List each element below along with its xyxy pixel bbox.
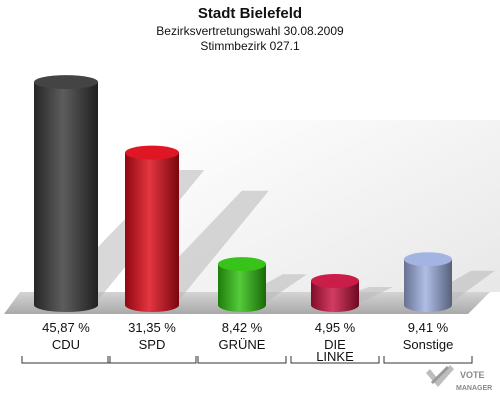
value-label: 45,87 % <box>42 320 90 335</box>
bar-top <box>125 145 179 160</box>
value-label: 31,35 % <box>128 320 176 335</box>
bar-grüne <box>218 257 266 312</box>
brand-line-1: VOTE <box>460 370 485 380</box>
checkmark-x-icon <box>426 365 454 387</box>
chart-title: Stadt Bielefeld <box>198 5 302 22</box>
value-label: 9,41 % <box>408 320 449 335</box>
bar-die-linke <box>311 273 359 312</box>
chart-subtitle-2: Stimmbezirk 027.1 <box>200 39 300 53</box>
chart-subtitle: Bezirksvertretungswahl 30.08.2009 <box>156 24 344 38</box>
bar-sonstige <box>404 252 452 312</box>
category-bracket <box>197 356 287 364</box>
category-label: GRÜNE <box>219 337 266 352</box>
category-bracket <box>290 356 380 364</box>
bar-body <box>311 280 359 312</box>
category-bracket <box>107 356 197 364</box>
category-bracket <box>21 356 111 364</box>
category-brackets <box>21 356 473 364</box>
bar-body <box>125 152 179 312</box>
category-label: SPD <box>139 337 166 352</box>
chart-background-wall <box>160 120 500 292</box>
bar-top <box>404 252 452 267</box>
category-bracket <box>383 356 473 364</box>
bar-top <box>34 75 98 90</box>
bar-series <box>34 75 452 312</box>
category-label: CDU <box>52 337 80 352</box>
bar-body <box>404 259 452 312</box>
value-label: 8,42 % <box>222 320 263 335</box>
bar-top <box>311 273 359 288</box>
bar-body <box>34 82 98 312</box>
brand-line-2: MANAGER <box>456 385 492 392</box>
value-label: 4,95 % <box>315 320 356 335</box>
value-labels: 45,87 % 31,35 % 8,42 % 4,95 % 9,41 % <box>42 320 449 335</box>
bar-top <box>218 257 266 272</box>
category-label: Sonstige <box>403 337 454 352</box>
vote-manager-logo: VOTE MANAGER <box>426 365 492 392</box>
bar-body <box>218 264 266 312</box>
bar-cdu <box>34 75 98 312</box>
category-label: DIE <box>324 337 346 352</box>
bar-spd <box>125 145 179 312</box>
category-label: LINKE <box>316 349 354 364</box>
